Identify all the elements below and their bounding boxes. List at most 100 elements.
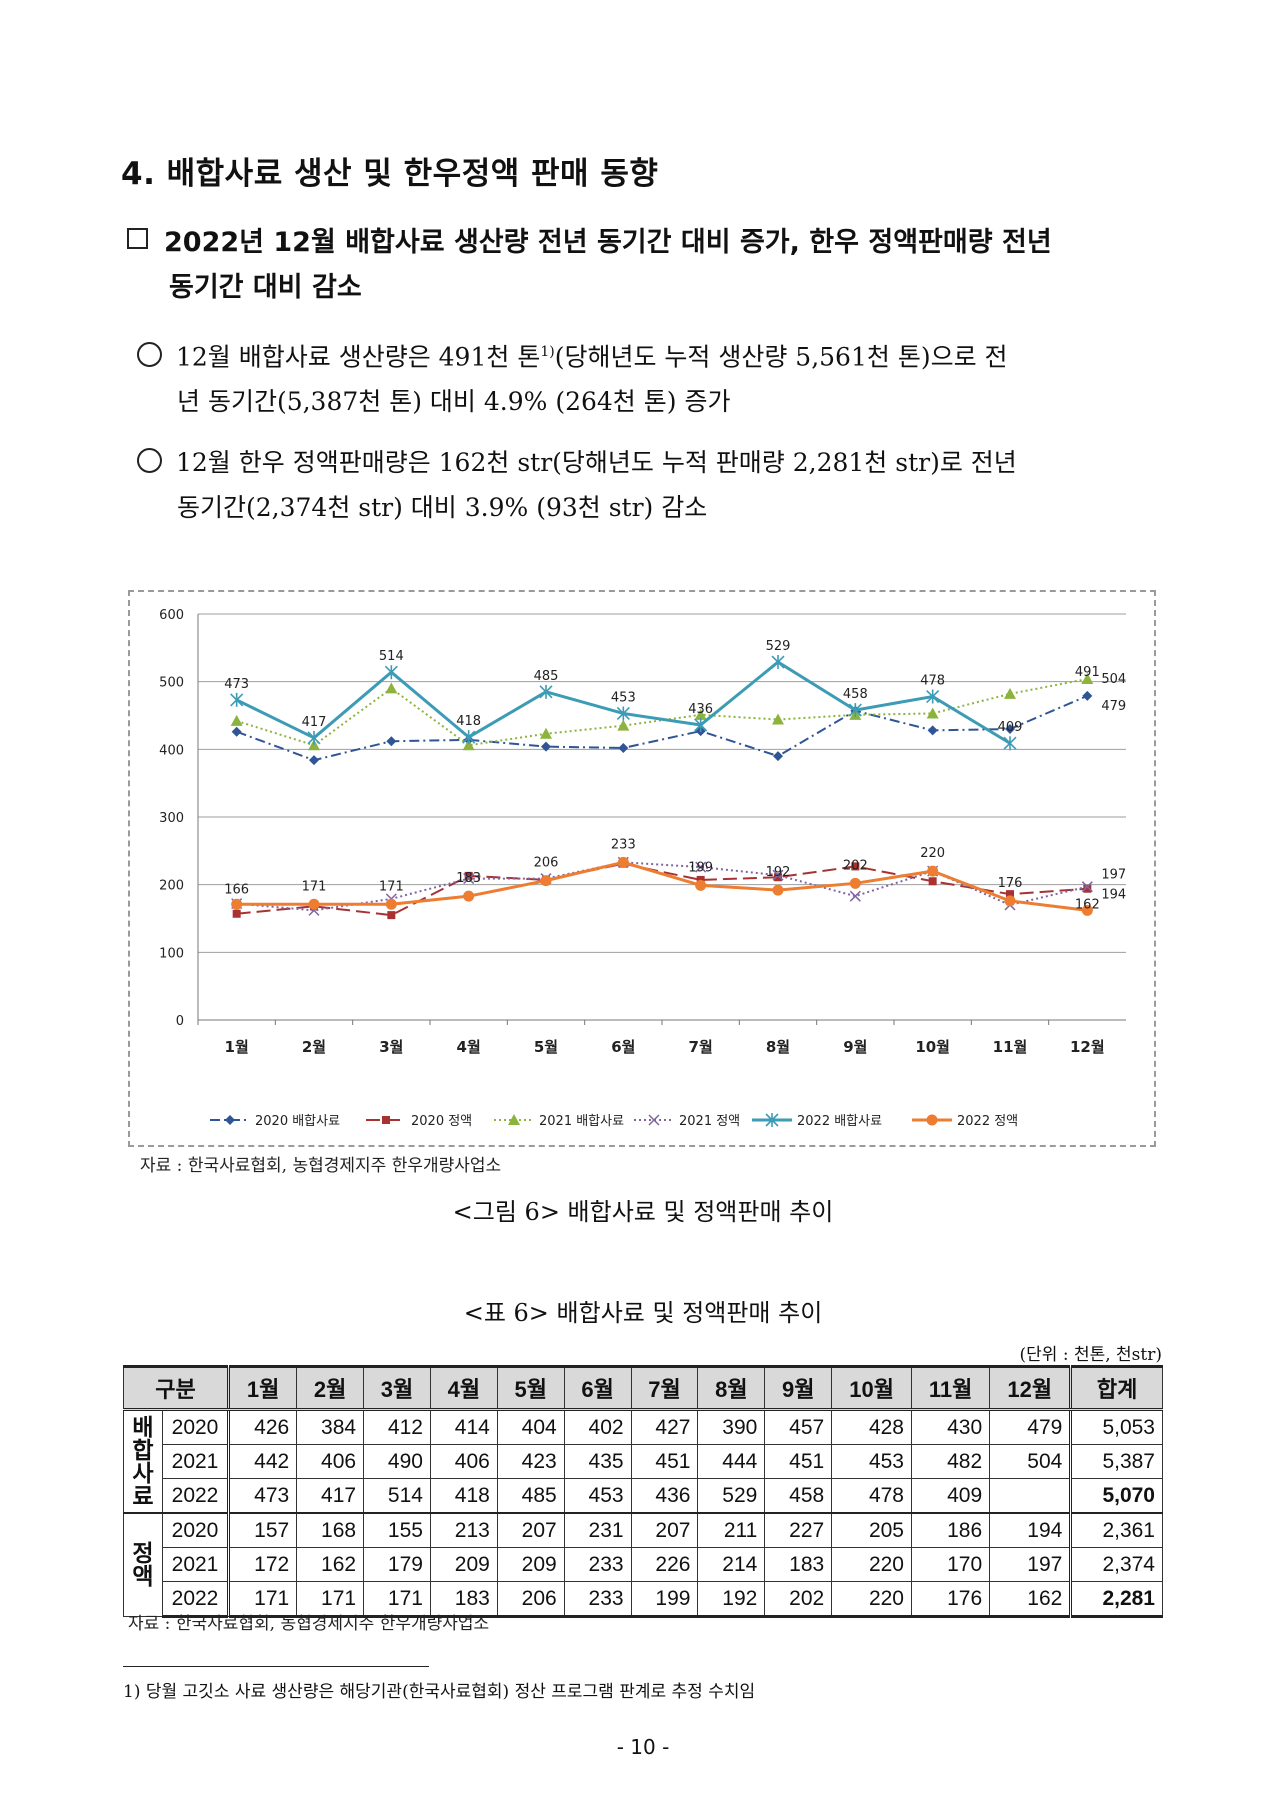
table-cell: 170 — [910, 1547, 991, 1582]
data-point — [772, 869, 784, 881]
table-cell: 478 — [831, 1478, 912, 1514]
data-point — [307, 730, 321, 745]
x-tick-label: 12월 — [1070, 1038, 1105, 1056]
table-cell: 444 — [697, 1444, 766, 1479]
data-point — [618, 742, 629, 753]
x-tick-label: 3월 — [379, 1038, 403, 1056]
header-col: 1월 — [226, 1365, 298, 1411]
x-tick-label: 8월 — [766, 1038, 790, 1056]
table-cell: 529 — [697, 1478, 766, 1514]
table-unit: (단위 : 천톤, 천str) — [1019, 1345, 1163, 1365]
legend-label: 2022 배합사료 — [797, 1114, 882, 1129]
bullet-feed-text-a: 12월 배합사료 생산량은 491천 톤 — [176, 342, 541, 372]
data-point — [462, 739, 475, 751]
data-label: 220 — [920, 846, 945, 861]
table-cell: 485 — [496, 1478, 565, 1514]
x-tick-label: 7월 — [689, 1038, 713, 1056]
checkbox-square-icon — [127, 228, 148, 249]
data-point — [384, 665, 398, 680]
data-point — [927, 725, 938, 736]
bullet-semen-line2: 동기간(2,374천 str) 대비 3.9% (93천 str) 감소 — [177, 493, 708, 522]
table-header-row: 구분 1월 2월 3월 4월 5월 6월 7월 8월 9월 10월 11월 12월 합계 — [123, 1365, 1163, 1411]
data-point — [1003, 736, 1017, 751]
bullet-semen-line1: 12월 한우 정액판매량은 162천 str(당해년도 누적 판매량 2,281… — [176, 448, 1017, 477]
data-point — [927, 865, 939, 877]
data-point — [386, 736, 397, 747]
data-point — [772, 884, 784, 896]
table-cell: 192 — [697, 1581, 766, 1618]
legend-marker — [225, 1115, 235, 1125]
header-col: 3월 — [363, 1365, 431, 1411]
table-cell: 451 — [764, 1444, 833, 1479]
data-point — [772, 713, 784, 725]
series-line — [236, 860, 1088, 912]
section-title: 4. 배합사료 생산 및 한우정액 판매 동향 — [121, 156, 659, 192]
data-label: 409 — [998, 720, 1023, 735]
series-line — [236, 694, 1088, 762]
data-point — [308, 898, 320, 910]
table-cell: 479 — [989, 1409, 1072, 1445]
table-cell: 423 — [496, 1444, 565, 1479]
table-cell-total: 5,387 — [1069, 1444, 1163, 1479]
data-label: 504 — [1101, 672, 1126, 687]
data-label: 194 — [1101, 888, 1126, 903]
data-point — [385, 898, 397, 910]
row-year: 2020 — [162, 1512, 229, 1548]
header-col: 2월 — [296, 1365, 365, 1411]
table-cell: 172 — [226, 1547, 298, 1582]
data-label: 202 — [843, 858, 868, 873]
footnote-divider — [123, 1666, 429, 1667]
table-cell: 211 — [697, 1512, 766, 1548]
x-tick-label: 1월 — [225, 1038, 249, 1056]
circle-bullet-icon — [137, 448, 162, 473]
data-point — [1004, 687, 1016, 699]
table-cell: 453 — [831, 1444, 912, 1479]
header-col: 11월 — [910, 1365, 991, 1411]
bullet-semen: 12월 한우 정액판매량은 162천 str(당해년도 누적 판매량 2,281… — [137, 440, 1167, 530]
data-point — [387, 911, 396, 920]
data-label: 491 — [1075, 665, 1100, 680]
table-cell: 183 — [764, 1547, 833, 1582]
line-chart: 0 100 200 300 400 500 600 1월 2월 3월 4월 5월 6월 7월 8월 9월 10월… — [159, 608, 1126, 1129]
table-cell: 202 — [764, 1581, 833, 1618]
table-cell-total: 2,374 — [1069, 1547, 1163, 1582]
table-cell: 205 — [831, 1512, 912, 1548]
row-year: 2022 — [162, 1581, 229, 1618]
table-cell: 220 — [831, 1581, 912, 1618]
table-cell: 231 — [563, 1512, 632, 1548]
series-line — [236, 862, 1088, 917]
table-row: 2021 442 406 490 406 423 435 451 444 451 453 482 504… — [124, 1444, 1163, 1479]
y-tick-label: 200 — [159, 879, 184, 894]
table-cell: 457 — [764, 1409, 833, 1445]
data-point — [309, 755, 319, 766]
chart-frame: 0 100 200 300 400 500 600 1월 2월 3월 4월 5월 6월 7월 8월 9월 10월… — [128, 590, 1156, 1147]
table-cell: 409 — [910, 1478, 991, 1514]
table-cell-total: 5,070 — [1069, 1478, 1163, 1514]
data-point — [617, 719, 630, 731]
table-cell: 451 — [630, 1444, 699, 1479]
data-label: 171 — [302, 879, 327, 894]
table-cell: 171 — [363, 1581, 431, 1618]
header-col: 4월 — [429, 1365, 498, 1411]
table-cell: 417 — [296, 1478, 365, 1514]
data-label: 453 — [611, 690, 636, 705]
table-row: 2021 172 162 179 209 209 233 226 214 183 220 170 197… — [124, 1547, 1163, 1582]
table-cell: 183 — [429, 1581, 498, 1618]
data-point — [848, 703, 862, 718]
x-tick-label: 11월 — [993, 1038, 1028, 1056]
data-point — [617, 856, 629, 868]
data-point — [231, 726, 242, 737]
data-point — [540, 727, 552, 739]
table-cell — [989, 1478, 1072, 1514]
table-cell: 473 — [226, 1478, 298, 1514]
table-cell: 402 — [563, 1409, 632, 1445]
table-cell-total: 2,281 — [1069, 1581, 1163, 1618]
data-label: 436 — [688, 702, 713, 717]
table-cell: 418 — [429, 1478, 498, 1514]
table-row: 배 합 사 료 2020 426 384 412 414 404 402 427 390 457 428 43… — [123, 1409, 1163, 1514]
table-cell: 162 — [296, 1547, 365, 1582]
footnote: 1) 당월 고깃소 사료 생산량은 해당기관(한국사료협회) 정산 프로그램 판… — [123, 1682, 756, 1702]
table-cell: 194 — [989, 1512, 1072, 1548]
